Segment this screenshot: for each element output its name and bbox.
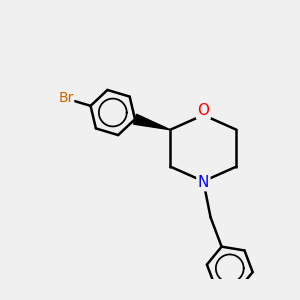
Polygon shape [134, 114, 170, 130]
Text: N: N [198, 175, 209, 190]
Text: N: N [198, 175, 209, 190]
Text: Br: Br [58, 92, 74, 106]
Text: O: O [197, 103, 209, 118]
Text: O: O [197, 103, 209, 118]
